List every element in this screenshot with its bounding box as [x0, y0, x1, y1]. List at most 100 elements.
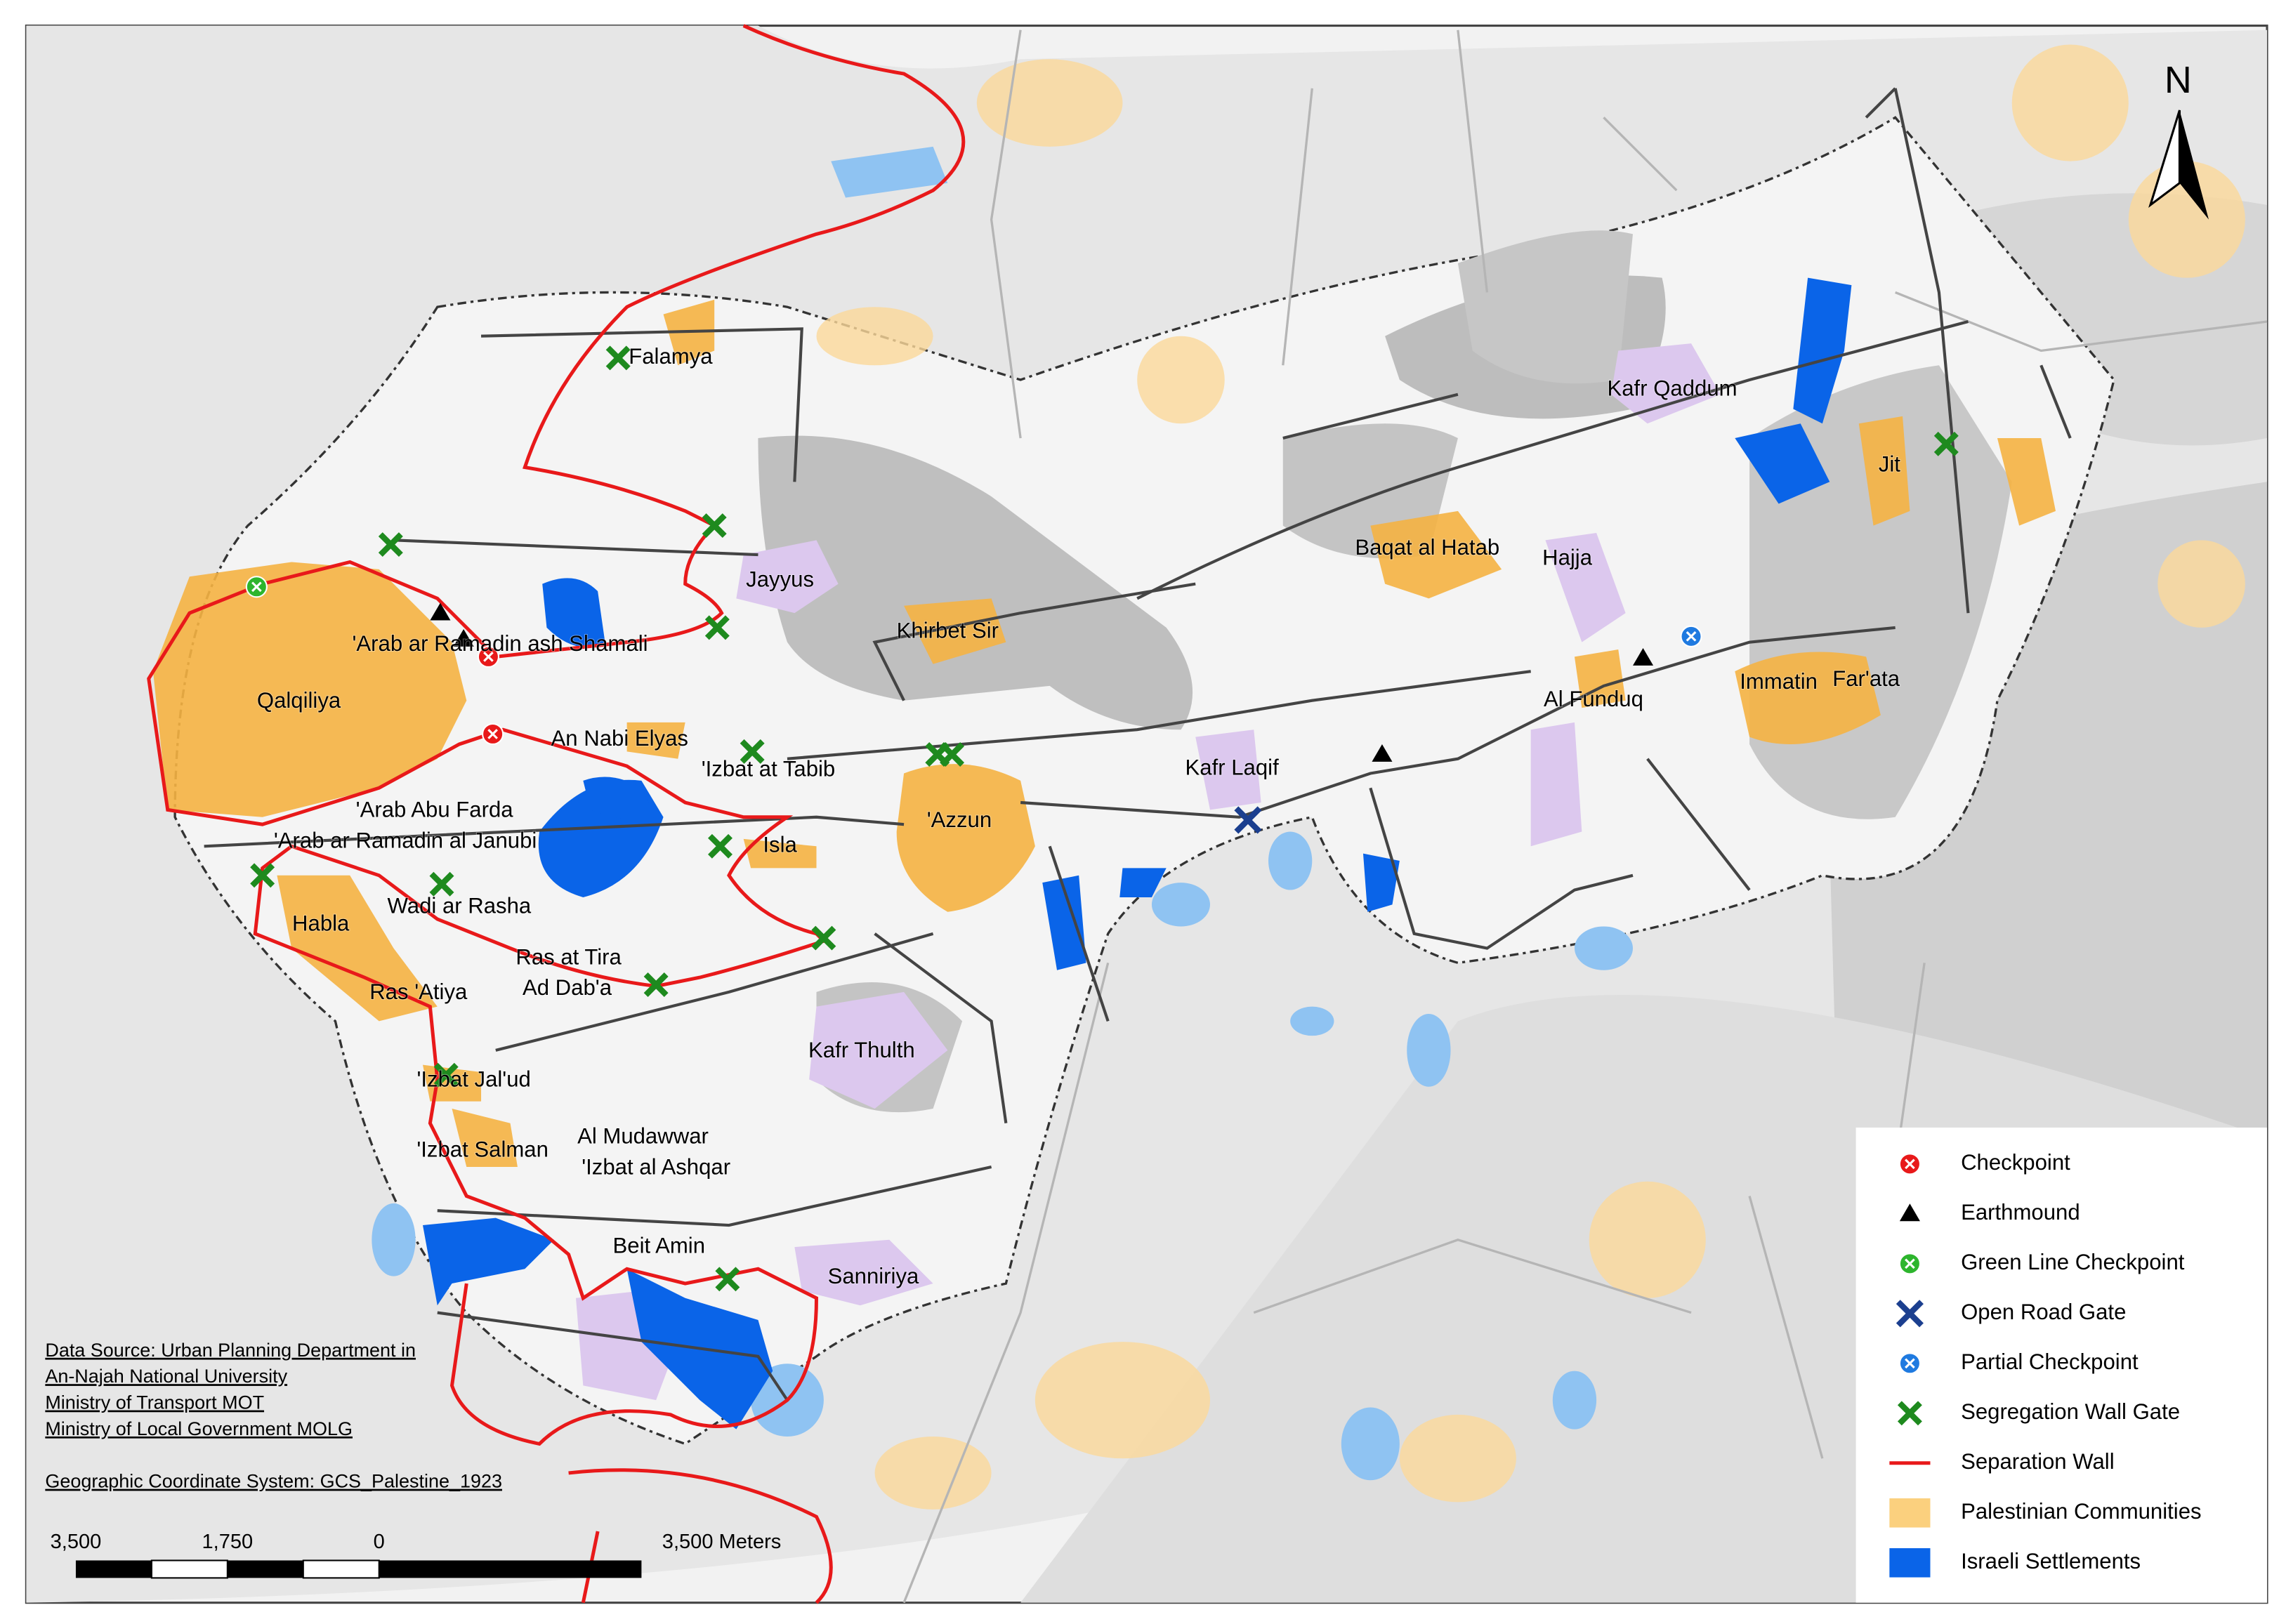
scale-seg [302, 1559, 380, 1579]
place-label: Habla [292, 911, 350, 936]
green-x [1905, 1258, 1915, 1269]
community [152, 562, 467, 817]
legend-label: Palestinian Communities [1961, 1499, 2202, 1524]
place-label: Beit Amin [613, 1233, 705, 1257]
community [743, 838, 817, 869]
partial-x [1905, 1358, 1915, 1369]
scale-seg [75, 1560, 152, 1578]
legend-label: Separation Wall [1961, 1449, 2115, 1474]
legend-label: Earthmound [1961, 1200, 2080, 1224]
community [1370, 510, 1502, 599]
scale-seg [227, 1560, 303, 1578]
source-note: Ministry of Transport MOT [45, 1392, 264, 1413]
community [1137, 336, 1225, 424]
settlement [1268, 831, 1313, 890]
place-label: 'Arab ar Ramadin al Janubi [274, 828, 537, 852]
checkpoint-x [1905, 1158, 1915, 1170]
community [1735, 652, 1881, 744]
community [1858, 416, 1910, 526]
place-label: Ras 'Atiya [369, 979, 468, 1004]
segregation-wall-gate [250, 863, 275, 888]
legend: Checkpoint Earthmound Green Line Checkpoin… [1855, 1127, 2268, 1603]
area-c [1457, 230, 1633, 384]
place-label: Kafr Qaddum [1607, 376, 1737, 401]
scale-label: 3,500 [51, 1531, 102, 1553]
markers [245, 345, 1959, 1292]
area [1610, 343, 1721, 424]
community [2157, 540, 2245, 628]
segregation-wall-gate [940, 742, 965, 767]
area [1195, 730, 1261, 810]
community [452, 1108, 518, 1167]
community [2011, 44, 2129, 161]
place-label: Qalqiliya [257, 688, 341, 713]
checkpoint-x [483, 652, 494, 662]
place-label: Al Funduq [1544, 687, 1643, 711]
settlement-swatch [1889, 1548, 1931, 1578]
earthmound [1633, 647, 1654, 666]
place-label: Al Mudawwar [577, 1124, 709, 1149]
legend-label: Segregation Wall Gate [1961, 1399, 2180, 1424]
community [896, 764, 1035, 912]
area [809, 991, 948, 1109]
settlement [1407, 1014, 1451, 1087]
place-label: 'Azzun [927, 807, 992, 832]
place-label: Kafr Thulth [808, 1038, 915, 1062]
place-label: 'Izbat al Ashqar [582, 1154, 730, 1179]
settlement [1119, 868, 1167, 897]
legend-items: Checkpoint Earthmound Green Line Checkpoin… [1889, 1150, 2202, 1578]
open-road-gate [1896, 1300, 1924, 1328]
settlement [1151, 883, 1210, 927]
source-note: An-Najah National University [45, 1366, 287, 1387]
segregation-wall-gate [643, 972, 669, 997]
settlement [1735, 423, 1830, 504]
community [976, 59, 1123, 147]
scale-labels: 3,500 1,750 0 3,500 Meters [51, 1531, 782, 1553]
legend-label: Open Road Gate [1961, 1300, 2126, 1324]
roads [204, 87, 2072, 1401]
earthmound [1899, 1203, 1920, 1222]
source-note: Data Source: Urban Planning Department i… [45, 1340, 416, 1361]
legend-label: Green Line Checkpoint [1961, 1250, 2185, 1274]
segregation-wall-gate [704, 615, 730, 640]
place-label: 'Arab Abu Farda [356, 798, 514, 822]
settlement [372, 1203, 416, 1276]
place-label: Sanniriya [828, 1264, 919, 1288]
place-labels: Falamya Jayyus Khirbet Sir 'Arab ar Ramadin… [256, 343, 1901, 1289]
scale-label: 3,500 Meters [662, 1531, 782, 1553]
community [1399, 1414, 1516, 1503]
settlement [423, 1217, 554, 1306]
earthmound [453, 628, 474, 647]
area [794, 1239, 933, 1306]
place-label: Isla [763, 833, 797, 857]
settlement [831, 146, 948, 198]
segregation-wall-gate [702, 513, 727, 539]
partial-x [1686, 631, 1697, 642]
place-label: Far'ata [1832, 666, 1900, 691]
place-label: Jit [1879, 452, 1900, 477]
road [204, 87, 2072, 1401]
community [1589, 1181, 1706, 1298]
north-label: N [2165, 59, 2192, 101]
segregation-wall-gate [429, 871, 454, 897]
segregation-wall-gate [1897, 1401, 1922, 1426]
earthmound [1372, 744, 1393, 762]
community [874, 1437, 992, 1510]
community [816, 307, 933, 366]
notes: Data Source: Urban Planning Department i… [45, 1340, 502, 1492]
open-road-gate [1234, 806, 1262, 834]
place-label: Hajja [1542, 546, 1593, 570]
segregation-wall-gate [378, 532, 403, 557]
scale-label: 1,750 [202, 1531, 253, 1553]
scale-bar: 3,500 1,750 0 3,500 Meters [51, 1531, 782, 1579]
settlement [1574, 926, 1633, 970]
settlement [583, 777, 657, 820]
community [904, 598, 1006, 664]
place-label: Kafr Laqif [1185, 755, 1280, 779]
scale-seg [150, 1559, 228, 1579]
place-label: Ras at Tira [515, 944, 622, 969]
segregation-wall-gate [708, 833, 733, 859]
north-arrow: N [2148, 59, 2209, 220]
green-x [251, 581, 262, 593]
